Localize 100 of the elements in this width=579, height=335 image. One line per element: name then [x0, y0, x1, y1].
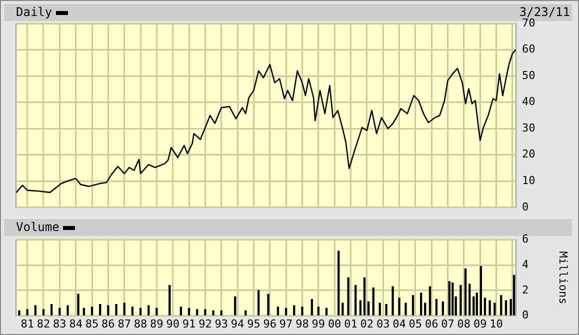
bar: [82, 308, 85, 316]
bar: [204, 309, 206, 316]
bar: [50, 304, 53, 316]
bar: [363, 277, 366, 316]
bar: [424, 302, 426, 316]
bar: [257, 290, 260, 316]
y-tick-label: 70: [522, 16, 536, 30]
x-tick-label: 07: [441, 317, 454, 330]
bar: [212, 310, 214, 316]
bar: [512, 274, 516, 316]
bar: [317, 306, 320, 316]
bar: [484, 298, 486, 316]
bar: [180, 306, 182, 316]
chart-title: Volume: [16, 220, 60, 234]
y-tick-label: 40: [522, 95, 536, 108]
bar: [404, 302, 407, 316]
chart-title: Daily: [16, 5, 52, 19]
bar: [26, 309, 28, 316]
bar: [66, 305, 69, 316]
bar: [494, 302, 496, 316]
text: 3/23/11: [519, 5, 570, 19]
bar: [354, 284, 357, 316]
bar: [372, 288, 374, 316]
bar: [267, 294, 270, 316]
y-tick-label: 10: [522, 174, 536, 187]
bar: [420, 292, 422, 316]
bar: [435, 298, 438, 316]
x-tick-label: 10: [490, 317, 503, 330]
bar: [347, 277, 350, 316]
bar: [123, 302, 126, 316]
bar: [99, 304, 102, 316]
x-tick-label: 90: [166, 317, 180, 330]
y-tick-label: 60: [522, 42, 536, 56]
bar: [42, 309, 45, 316]
bar: [392, 286, 394, 316]
bar: [442, 302, 444, 316]
x-tick-label: 91: [182, 317, 196, 330]
x-tick-label: 94: [230, 317, 245, 330]
x-tick-label: 01: [344, 317, 358, 330]
bar: [18, 310, 20, 316]
bar: [428, 286, 432, 316]
y-tick-label: 2: [522, 283, 529, 296]
x-tick-label: 98: [296, 317, 309, 330]
bar: [139, 308, 142, 316]
x-tick-label: 06: [424, 317, 438, 330]
y-tick-label: 0: [522, 200, 529, 214]
x-tick-label: 87: [118, 317, 131, 330]
y-axis-title: Millions: [556, 251, 570, 304]
bar: [480, 266, 482, 316]
bar: [385, 304, 388, 316]
x-tick-label: 08: [457, 317, 471, 330]
x-tick-label: 92: [198, 317, 212, 330]
bar: [448, 281, 450, 316]
bar: [276, 306, 280, 316]
x-tick-label: 81: [20, 317, 34, 330]
x-tick-label: 05: [408, 317, 422, 330]
y-tick-label: 4: [522, 258, 529, 271]
bar: [378, 302, 381, 316]
bar: [359, 300, 362, 316]
bar: [504, 300, 508, 316]
x-tick-label: 02: [360, 317, 374, 330]
x-tick-label: 00: [328, 317, 342, 330]
bar: [34, 305, 36, 316]
bar: [148, 305, 150, 316]
x-tick-label: 83: [53, 317, 66, 330]
bar: [472, 296, 475, 316]
bar: [301, 306, 304, 316]
x-tick-label: 96: [263, 317, 277, 330]
x-tick-label: 97: [279, 317, 293, 330]
bar: [325, 308, 328, 316]
x-tick-label: 86: [102, 317, 115, 330]
bar: [234, 296, 236, 316]
bar: [342, 302, 344, 316]
bar: [452, 282, 454, 316]
y-tick-label: 20: [522, 148, 536, 161]
bar: [284, 308, 288, 316]
bar: [293, 305, 296, 316]
x-tick-label: 99: [312, 317, 326, 330]
bar: [460, 284, 462, 316]
y-tick-label: 30: [522, 121, 536, 134]
bar: [156, 308, 158, 316]
bar: [464, 268, 467, 316]
bar: [412, 295, 414, 316]
bar: [398, 298, 400, 316]
y-tick-label: 0: [522, 308, 529, 322]
x-tick-label: 93: [214, 317, 228, 330]
bar: [338, 250, 340, 316]
x-tick-label: 84: [69, 317, 83, 330]
bar: [58, 308, 61, 316]
x-tick-label: 09: [473, 317, 487, 330]
bar: [468, 284, 471, 316]
bar: [115, 304, 118, 316]
x-tick-label: 03: [376, 317, 390, 330]
x-tick-label: 88: [134, 317, 148, 330]
bar: [488, 300, 491, 316]
y-tick-label: 6: [522, 232, 529, 246]
bar: [220, 310, 222, 316]
x-tick-label: 04: [392, 317, 406, 330]
bar: [476, 292, 478, 316]
bar: [244, 310, 247, 316]
